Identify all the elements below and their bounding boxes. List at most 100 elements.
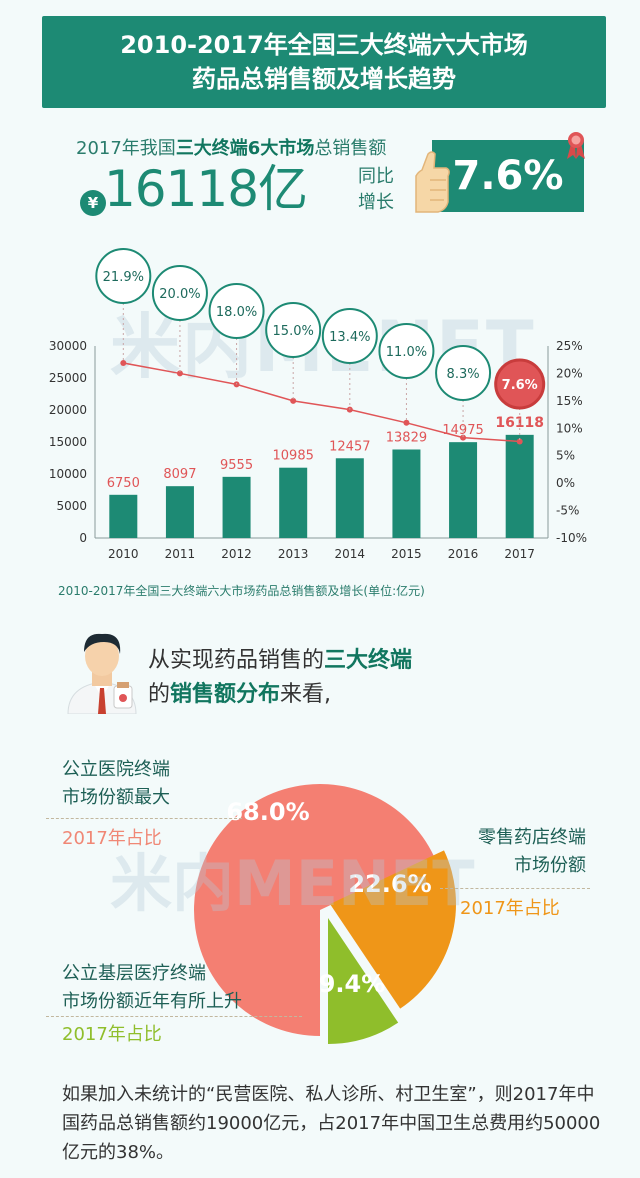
yoy-label-line-1: 同比 [358, 166, 394, 187]
intro-line-2-prefix: 的 [148, 682, 171, 707]
doctor-icon [67, 633, 137, 714]
hospital-year-label: 2017年占比 [62, 828, 162, 849]
growth-bubble [378, 323, 435, 379]
intro-line-1: 从实现药品销售的三大终端 [148, 644, 412, 678]
y-left-tick-label: 30000 [49, 339, 87, 353]
retail-label: 零售药店终端 市场份额 [452, 824, 586, 880]
x-tick-label: 2012 [221, 547, 252, 561]
growth-bubble-label: 11.0% [386, 345, 427, 360]
growth-point [290, 397, 297, 404]
retail-year-label: 2017年占比 [460, 898, 560, 919]
yoy-label-line-2: 增长 [358, 192, 394, 213]
bar-2012 [222, 476, 251, 538]
pie-value-labels: 68.0% 22.6% 9.4% 米内MENET [110, 798, 475, 998]
bar-value-label: 6750 [107, 476, 140, 491]
pie-slice-1 [330, 850, 456, 1009]
y-right-tick-label: 25% [556, 339, 583, 353]
growth-bubble [151, 265, 208, 321]
bar-value-label: 13829 [386, 430, 427, 445]
x-tick-label: 2010 [108, 547, 139, 561]
award-ribbon-icon [567, 132, 585, 159]
retail-divider [440, 888, 590, 889]
growth-bubble [321, 308, 378, 364]
growth-bubble-label: 21.9% [103, 270, 144, 285]
growth-bubble-label: 15.0% [273, 324, 314, 339]
growth-point [516, 438, 523, 445]
bar-value-label: 16118 [495, 415, 544, 431]
bar-value-label: 10985 [273, 449, 314, 464]
bar-2014 [335, 458, 364, 538]
footnote: 如果加入未统计的“民营医院、私人诊所、村卫生室”，则2017年中国药品总销售额约… [62, 1084, 601, 1163]
bar-2011 [165, 486, 194, 538]
bar-2013 [279, 467, 308, 538]
bar-2015 [392, 449, 421, 538]
yoy-label: 同比 增长 [358, 164, 394, 216]
pie-slices [194, 784, 456, 1044]
pie-slice-2 [328, 918, 399, 1044]
yoy-box [432, 140, 584, 212]
terminal-share-pie: 68.0% 22.6% 9.4% 米内MENET [110, 784, 475, 1044]
title-banner: 2010-2017年全国三大终端六大市场 药品总销售额及增长趋势 [42, 16, 606, 108]
headline-suffix: 总销售额 [314, 138, 387, 159]
growth-bubble [494, 358, 546, 410]
bar-value-label: 12457 [329, 439, 370, 454]
growth-point [176, 370, 183, 377]
y-left-tick-label: 25000 [49, 371, 87, 385]
headline-prefix: 2017年我国 [76, 138, 176, 159]
hospital-label: 公立医院终端 市场份额最大 [62, 756, 170, 812]
headline: 2017年我国三大终端6大市场总销售额 [76, 134, 386, 160]
yen-icon: ¥ [80, 190, 106, 216]
growth-bubble-label: 8.3% [447, 367, 480, 382]
growth-bubble-label: 20.0% [159, 287, 200, 302]
total-sales: 16118亿 [104, 160, 308, 218]
bar-2017 [505, 434, 534, 538]
primary-care-label: 公立基层医疗终端 市场份额近年有所上升 [62, 960, 242, 1016]
growth-point [460, 434, 467, 441]
y-right-tick-label: -5% [556, 504, 579, 518]
intro-line-2-bold: 销售额分布 [170, 682, 281, 707]
yoy-value: 7.6% [452, 153, 564, 199]
growth-bubble-label: 13.4% [329, 330, 370, 345]
primary-divider [46, 1016, 302, 1017]
sales-growth-chart: 米内MENET 050001000015000200002500030000-1… [49, 248, 587, 561]
growth-bubble [95, 248, 152, 304]
growth-bubble-label: 7.6% [502, 378, 538, 393]
pie-watermark: 米内MENET [110, 847, 475, 920]
x-tick-label: 2013 [278, 547, 309, 561]
x-tick-label: 2017 [504, 547, 535, 561]
y-right-tick-label: -10% [556, 531, 587, 545]
bar-2010 [109, 494, 138, 538]
primary-label-line-2: 市场份额近年有所上升 [62, 991, 242, 1012]
growth-bubble-label: 18.0% [216, 305, 257, 320]
growth-bubble [265, 302, 322, 358]
retail-label-line-1: 零售药店终端 [478, 827, 586, 848]
growth-line [123, 362, 520, 443]
bar-value-label: 8097 [163, 467, 196, 482]
pie-slice-0 [194, 784, 435, 1036]
y-left-tick-label: 5000 [56, 499, 87, 513]
intro-line-2-suffix: 来看, [280, 682, 332, 707]
pie-value-label: 22.6% [348, 870, 431, 898]
title-line-2: 药品总销售额及增长趋势 [192, 65, 456, 93]
bar-value-label: 9555 [220, 458, 253, 473]
primary-label-line-1: 公立基层医疗终端 [62, 963, 206, 984]
intro-line-2: 的销售额分布来看, [148, 678, 412, 712]
intro-text: 从实现药品销售的三大终端 的销售额分布来看, [148, 644, 412, 712]
y-left-tick-label: 0 [79, 531, 87, 545]
growth-bubble [435, 345, 492, 401]
x-tick-label: 2016 [448, 547, 479, 561]
thumbs-up-hand-icon [415, 151, 450, 213]
headline-highlight: 三大终端6大市场 [175, 138, 315, 159]
intro-line-1-bold: 三大终端 [324, 648, 413, 673]
chart-caption: 2010-2017年全国三大终端六大市场药品总销售额及增长(单位:亿元) [58, 584, 425, 598]
y-left-tick-label: 15000 [49, 435, 87, 449]
y-right-tick-label: 20% [556, 366, 583, 380]
growth-point [403, 419, 410, 426]
pie-value-label: 9.4% [319, 970, 386, 998]
y-left-tick-label: 10000 [49, 467, 87, 481]
primary-year-label: 2017年占比 [62, 1024, 162, 1045]
x-tick-label: 2011 [165, 547, 196, 561]
retail-label-line-2: 市场份额 [514, 855, 586, 876]
title-line-1: 2010-2017年全国三大终端六大市场 [120, 31, 528, 59]
